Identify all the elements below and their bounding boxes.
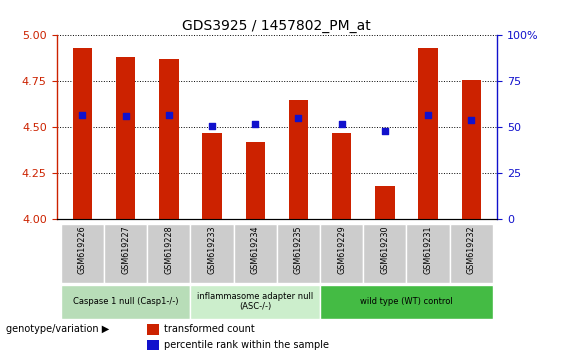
Text: GSM619227: GSM619227 [121,225,130,274]
Bar [277,224,320,283]
Bar [246,142,265,219]
Bar [363,224,406,283]
Bar [147,340,159,350]
Text: percentile rank within the sample: percentile rank within the sample [164,340,329,350]
Bar [190,285,320,319]
Bar [234,224,277,283]
Bar [418,48,438,219]
Text: GSM619228: GSM619228 [164,225,173,274]
Bar [159,59,179,219]
Text: GSM619226: GSM619226 [78,225,87,274]
Point [78,112,87,118]
Bar [289,100,308,219]
Text: wild type (WT) control: wild type (WT) control [360,297,453,306]
Bar [450,224,493,283]
Bar [73,48,92,219]
Bar [202,133,221,219]
Point [294,115,303,121]
Text: transformed count: transformed count [164,324,255,334]
Bar [462,80,481,219]
Text: inflammasome adapter null
(ASC-/-): inflammasome adapter null (ASC-/-) [197,292,314,312]
Bar [320,224,363,283]
Bar [147,224,190,283]
Point [380,128,389,134]
Text: GSM619232: GSM619232 [467,225,476,274]
Text: GSM619230: GSM619230 [380,225,389,274]
Point [121,114,130,119]
Bar [320,285,493,319]
Point [164,112,173,118]
Bar [104,224,147,283]
Bar [406,224,450,283]
Bar [147,324,159,335]
Bar [190,224,234,283]
Point [251,121,260,127]
Text: GSM619231: GSM619231 [424,225,433,274]
Bar [61,285,190,319]
Text: Caspase 1 null (Casp1-/-): Caspase 1 null (Casp1-/-) [73,297,179,306]
Point [424,112,433,118]
Bar [61,224,104,283]
Point [467,117,476,123]
Text: GSM619234: GSM619234 [251,225,260,274]
Text: genotype/variation ▶: genotype/variation ▶ [6,324,109,334]
Point [337,121,346,127]
Title: GDS3925 / 1457802_PM_at: GDS3925 / 1457802_PM_at [182,19,371,33]
Bar [116,57,136,219]
Text: GSM619233: GSM619233 [207,225,216,274]
Bar [332,133,351,219]
Bar [375,186,394,219]
Point [207,123,216,129]
Text: GSM619229: GSM619229 [337,225,346,274]
Text: GSM619235: GSM619235 [294,225,303,274]
